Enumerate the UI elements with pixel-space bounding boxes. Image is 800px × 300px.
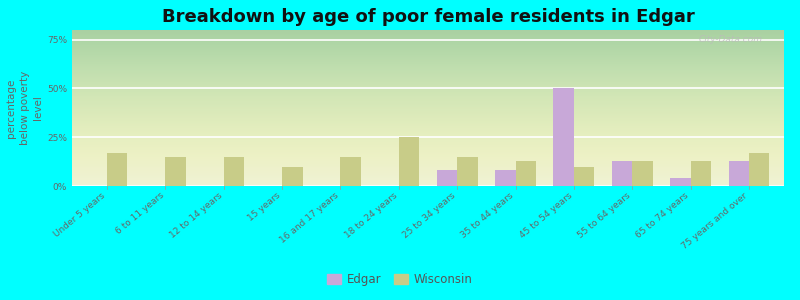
Text: City-Data.com: City-Data.com (698, 35, 762, 44)
Bar (224, 157, 244, 186)
Bar (437, 170, 457, 186)
Legend: Edgar, Wisconsin: Edgar, Wisconsin (322, 269, 478, 291)
Bar (690, 161, 711, 186)
Title: Breakdown by age of poor female residents in Edgar: Breakdown by age of poor female resident… (162, 8, 694, 26)
Bar (670, 178, 690, 186)
Bar (515, 161, 536, 186)
Bar (495, 170, 515, 186)
Bar (554, 88, 574, 186)
Bar (399, 137, 419, 186)
Bar (612, 161, 632, 186)
Bar (574, 167, 594, 186)
Bar (457, 157, 478, 186)
Bar (632, 161, 653, 186)
Bar (282, 167, 302, 186)
Bar (749, 153, 770, 186)
Bar (107, 153, 127, 186)
Bar (341, 157, 361, 186)
Bar (166, 157, 186, 186)
Bar (729, 161, 749, 186)
Y-axis label: percentage
below poverty
level: percentage below poverty level (6, 71, 43, 145)
